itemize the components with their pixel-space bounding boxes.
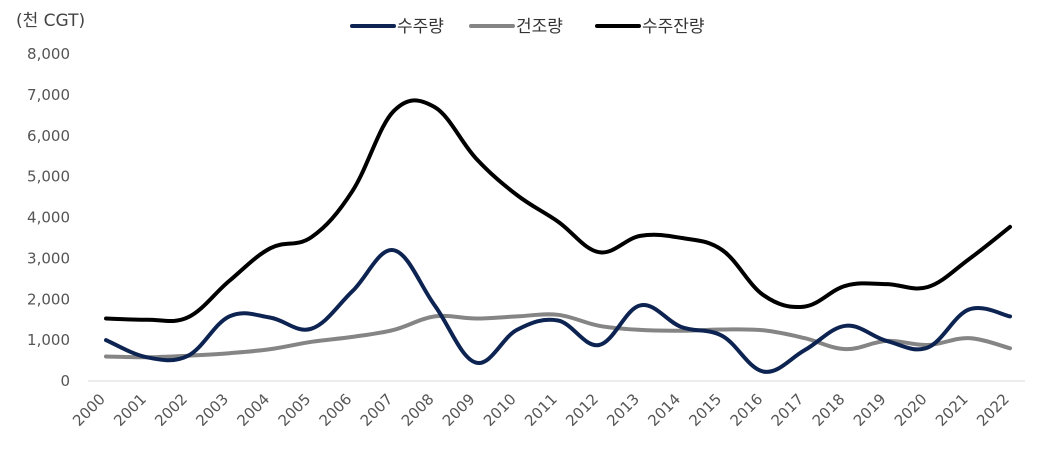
y-tick-label: 6,000 xyxy=(27,127,70,145)
series-line-2 xyxy=(104,98,1012,324)
x-tick-label: 2020 xyxy=(891,390,931,430)
x-tick-label: 2009 xyxy=(439,390,479,430)
x-tick-label: 2002 xyxy=(151,390,191,430)
x-tick-label: 2006 xyxy=(316,390,356,430)
x-tick-label: 2000 xyxy=(69,390,109,430)
x-tick-label: 2018 xyxy=(809,390,849,430)
x-tick-label: 2017 xyxy=(768,390,808,430)
legend-label: 수주잔량 xyxy=(642,17,705,37)
y-tick-label: 7,000 xyxy=(27,86,70,104)
y-tick-label: 3,000 xyxy=(27,249,70,267)
series-lines xyxy=(104,98,1012,374)
x-tick-label: 2001 xyxy=(110,390,150,430)
x-tick-label: 2005 xyxy=(275,390,315,430)
unit-label: (천 CGT) xyxy=(16,11,85,31)
series-line-1 xyxy=(104,312,1012,360)
x-tick-label: 2004 xyxy=(233,390,273,430)
legend-label: 건조량 xyxy=(516,17,563,37)
x-tick-label: 2015 xyxy=(685,390,725,430)
y-tick-label: 8,000 xyxy=(27,45,70,63)
x-axis: 2000 2001 2002 2003 2004 2005 2006 2007 2008 2009… xyxy=(69,380,1025,430)
x-tick-label: 2007 xyxy=(357,390,397,430)
x-tick-label: 2013 xyxy=(603,390,643,430)
x-tick-label: 2011 xyxy=(521,390,561,430)
x-tick-label: 2008 xyxy=(398,390,438,430)
x-tick-label: 2010 xyxy=(480,390,520,430)
y-tick-label: 4,000 xyxy=(27,209,70,227)
legend-label: 수주량 xyxy=(397,17,444,37)
x-tick-label: 2016 xyxy=(727,390,767,430)
x-tick-label: 2021 xyxy=(932,390,972,430)
y-tick-label: 5,000 xyxy=(27,168,70,186)
x-tick-label: 2003 xyxy=(192,390,232,430)
y-tick-label: 2,000 xyxy=(27,290,70,308)
legend: 수주량 건조량 수주잔량 xyxy=(350,17,705,37)
x-tick-label: 2012 xyxy=(562,390,602,430)
series-line-0 xyxy=(104,248,1012,374)
x-tick-label: 2014 xyxy=(644,390,684,430)
x-tick-label: 2019 xyxy=(850,390,890,430)
y-tick-label: 1,000 xyxy=(27,331,70,349)
y-axis: 0 1,000 2,000 3,000 4,000 5,000 6,000 7,000 8,00… xyxy=(27,45,70,390)
y-tick-label: 0 xyxy=(60,372,70,390)
x-tick-label: 2022 xyxy=(973,390,1013,430)
